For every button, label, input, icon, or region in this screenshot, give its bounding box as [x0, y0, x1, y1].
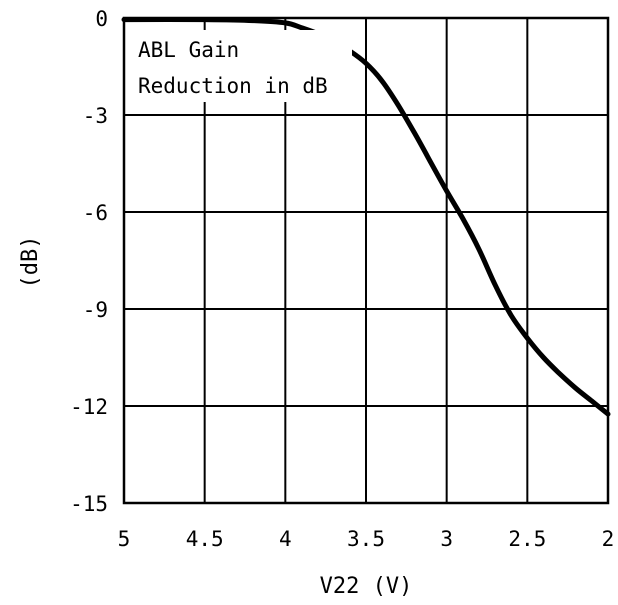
x-tick-label: 5 [118, 527, 131, 551]
y-tick-label: -15 [70, 492, 108, 516]
x-tick-labels: 5 4.5 4 3.5 3 2.5 2 [118, 527, 615, 551]
x-tick-label: 2.5 [508, 527, 546, 551]
x-tick-label: 4 [279, 527, 292, 551]
x-tick-label: 3 [440, 527, 453, 551]
y-tick-label: 0 [95, 7, 108, 31]
annotation-background [130, 30, 352, 102]
annotation-line-2: Reduction in dB [138, 74, 328, 98]
x-tick-label: 3.5 [347, 527, 385, 551]
plot-frame [122, 16, 610, 505]
annotation-line-1: ABL Gain [138, 38, 239, 62]
x-tick-label: 4.5 [186, 527, 224, 551]
y-tick-label: -9 [83, 298, 108, 322]
y-tick-label: -3 [83, 104, 108, 128]
y-tick-labels: 0 -3 -6 -9 -12 -15 [70, 7, 108, 516]
y-tick-label: -6 [83, 201, 108, 225]
x-tick-label: 2 [602, 527, 615, 551]
y-tick-label: -12 [70, 395, 108, 419]
series-group [121, 17, 611, 417]
series-line [121, 17, 611, 417]
y-axis-title: (dB) [18, 236, 43, 289]
x-axis-title: V22 (V) [320, 574, 413, 599]
